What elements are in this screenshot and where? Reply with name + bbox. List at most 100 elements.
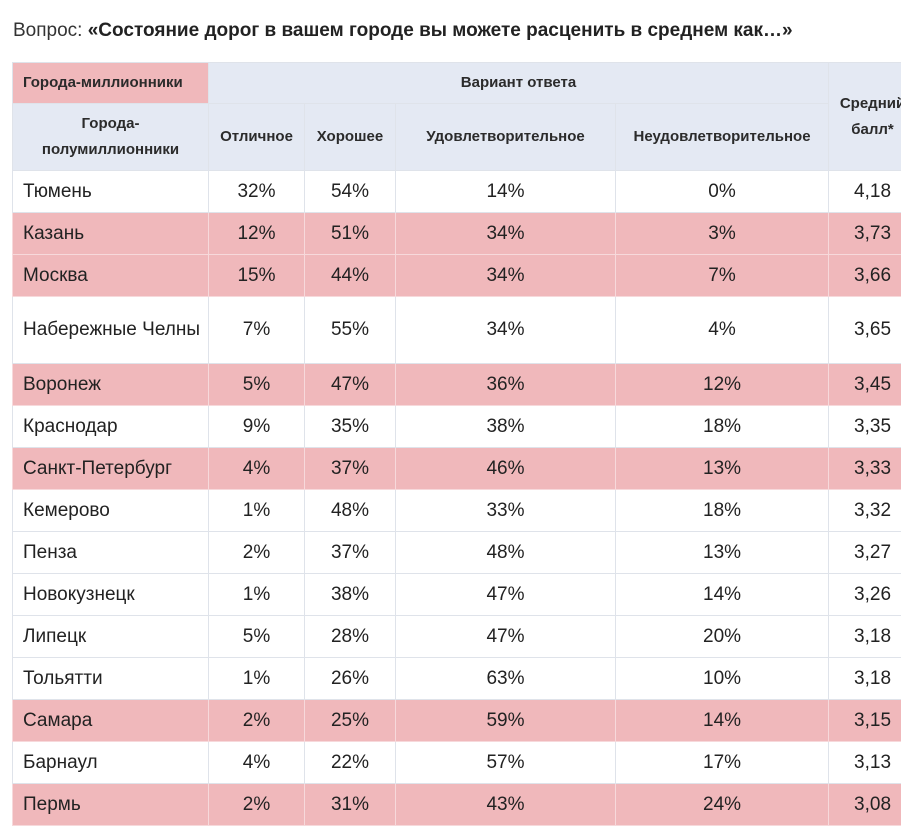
excellent-cell: 5%	[208, 363, 305, 406]
table-row: Самара 2% 25% 59% 14% 3,15	[12, 699, 901, 742]
question-text: «Состояние дорог в вашем городе вы может…	[87, 20, 793, 41]
satisfactory-cell: 63%	[395, 657, 616, 700]
city-cell: Воронеж	[12, 363, 209, 406]
table-row: Набережные Челны 7% 55% 34% 4% 3,65	[12, 296, 901, 364]
unsatisfactory-cell: 10%	[614, 657, 830, 700]
table-row: Казань 12% 51% 34% 3% 3,73	[12, 212, 901, 255]
unsatisfactory-cell: 0%	[614, 170, 830, 213]
good-cell: 28%	[304, 615, 396, 658]
col-satisfactory: Удовлетворительное	[395, 103, 616, 171]
avg-cell: 3,18	[828, 615, 901, 658]
city-cell: Тюмень	[12, 170, 209, 213]
city-cell: Самара	[12, 699, 209, 742]
good-cell: 54%	[304, 170, 396, 213]
legend-half-millionaires: Города-полумиллионники	[12, 103, 209, 171]
col-excellent: Отличное	[208, 103, 305, 171]
satisfactory-cell: 46%	[395, 447, 616, 490]
unsatisfactory-cell: 18%	[614, 489, 830, 532]
satisfactory-cell: 34%	[395, 254, 616, 297]
city-cell: Тольятти	[12, 657, 209, 700]
excellent-cell: 2%	[208, 699, 305, 742]
satisfactory-cell: 47%	[395, 573, 616, 616]
excellent-cell: 1%	[208, 657, 305, 700]
table-row: Москва 15% 44% 34% 7% 3,66	[12, 254, 901, 297]
satisfactory-cell: 57%	[395, 741, 616, 784]
avg-cell: 3,32	[828, 489, 901, 532]
good-cell: 48%	[304, 489, 396, 532]
good-cell: 55%	[304, 296, 396, 364]
avg-cell: 4,18	[828, 170, 901, 213]
table-row: Санкт-Петербург 4% 37% 46% 13% 3,33	[12, 447, 901, 490]
table-row: Воронеж 5% 47% 36% 12% 3,45	[12, 363, 901, 406]
excellent-cell: 1%	[208, 489, 305, 532]
city-cell: Краснодар	[12, 405, 209, 448]
city-cell: Новокузнецк	[12, 573, 209, 616]
unsatisfactory-cell: 24%	[614, 783, 830, 826]
table-row: Краснодар 9% 35% 38% 18% 3,35	[12, 405, 901, 448]
excellent-cell: 15%	[208, 254, 305, 297]
excellent-cell: 9%	[208, 405, 305, 448]
col-good: Хорошее	[304, 103, 396, 171]
unsatisfactory-cell: 4%	[614, 296, 830, 364]
city-cell: Пенза	[12, 531, 209, 574]
unsatisfactory-cell: 20%	[614, 615, 830, 658]
city-cell: Набережные Челны	[12, 296, 209, 364]
satisfactory-cell: 34%	[395, 212, 616, 255]
excellent-cell: 4%	[208, 447, 305, 490]
excellent-cell: 5%	[208, 615, 305, 658]
satisfactory-cell: 47%	[395, 615, 616, 658]
col-unsatisfactory: Неудовлетворительное	[614, 103, 830, 171]
city-cell: Санкт-Петербург	[12, 447, 209, 490]
question-prefix: Вопрос:	[13, 20, 88, 41]
excellent-cell: 12%	[208, 212, 305, 255]
table-body: Тюмень 32% 54% 14% 0% 4,18 Казань 12% 51% 34% 3% 3,…	[12, 170, 901, 826]
avg-cell: 3,15	[828, 699, 901, 742]
avg-cell: 3,35	[828, 405, 901, 448]
table-row: Тольятти 1% 26% 63% 10% 3,18	[12, 657, 901, 700]
avg-cell: 3,33	[828, 447, 901, 490]
avg-cell: 3,08	[828, 783, 901, 826]
city-cell: Барнаул	[12, 741, 209, 784]
avg-cell: 3,66	[828, 254, 901, 297]
good-cell: 37%	[304, 531, 396, 574]
legend-millionaires: Города-миллионники	[12, 62, 209, 104]
avg-cell: 3,26	[828, 573, 901, 616]
good-cell: 38%	[304, 573, 396, 616]
good-cell: 22%	[304, 741, 396, 784]
city-cell: Липецк	[12, 615, 209, 658]
avg-cell: 3,45	[828, 363, 901, 406]
table-row: Пермь 2% 31% 43% 24% 3,08	[12, 783, 901, 826]
satisfactory-cell: 33%	[395, 489, 616, 532]
good-cell: 37%	[304, 447, 396, 490]
good-cell: 35%	[304, 405, 396, 448]
excellent-cell: 32%	[208, 170, 305, 213]
unsatisfactory-cell: 13%	[614, 447, 830, 490]
good-cell: 31%	[304, 783, 396, 826]
unsatisfactory-cell: 7%	[614, 254, 830, 297]
avg-cell: 3,18	[828, 657, 901, 700]
satisfactory-cell: 48%	[395, 531, 616, 574]
variant-header: Вариант ответа	[207, 62, 830, 104]
road-survey-table: Города-миллионники Вариант ответа Средни…	[12, 62, 901, 826]
excellent-cell: 4%	[208, 741, 305, 784]
excellent-cell: 1%	[208, 573, 305, 616]
excellent-cell: 2%	[208, 531, 305, 574]
table-row: Новокузнецк 1% 38% 47% 14% 3,26	[12, 573, 901, 616]
excellent-cell: 7%	[208, 296, 305, 364]
satisfactory-cell: 14%	[395, 170, 616, 213]
excellent-cell: 2%	[208, 783, 305, 826]
table-row: Кемерово 1% 48% 33% 18% 3,32	[12, 489, 901, 532]
table-row: Барнаул 4% 22% 57% 17% 3,13	[12, 741, 901, 784]
avg-cell: 3,27	[828, 531, 901, 574]
satisfactory-cell: 34%	[395, 296, 616, 364]
table-row: Пенза 2% 37% 48% 13% 3,27	[12, 531, 901, 574]
unsatisfactory-cell: 14%	[614, 573, 830, 616]
good-cell: 25%	[304, 699, 396, 742]
satisfactory-cell: 38%	[395, 405, 616, 448]
satisfactory-cell: 59%	[395, 699, 616, 742]
unsatisfactory-cell: 18%	[614, 405, 830, 448]
unsatisfactory-cell: 3%	[614, 212, 830, 255]
unsatisfactory-cell: 17%	[614, 741, 830, 784]
city-cell: Казань	[12, 212, 209, 255]
satisfactory-cell: 43%	[395, 783, 616, 826]
